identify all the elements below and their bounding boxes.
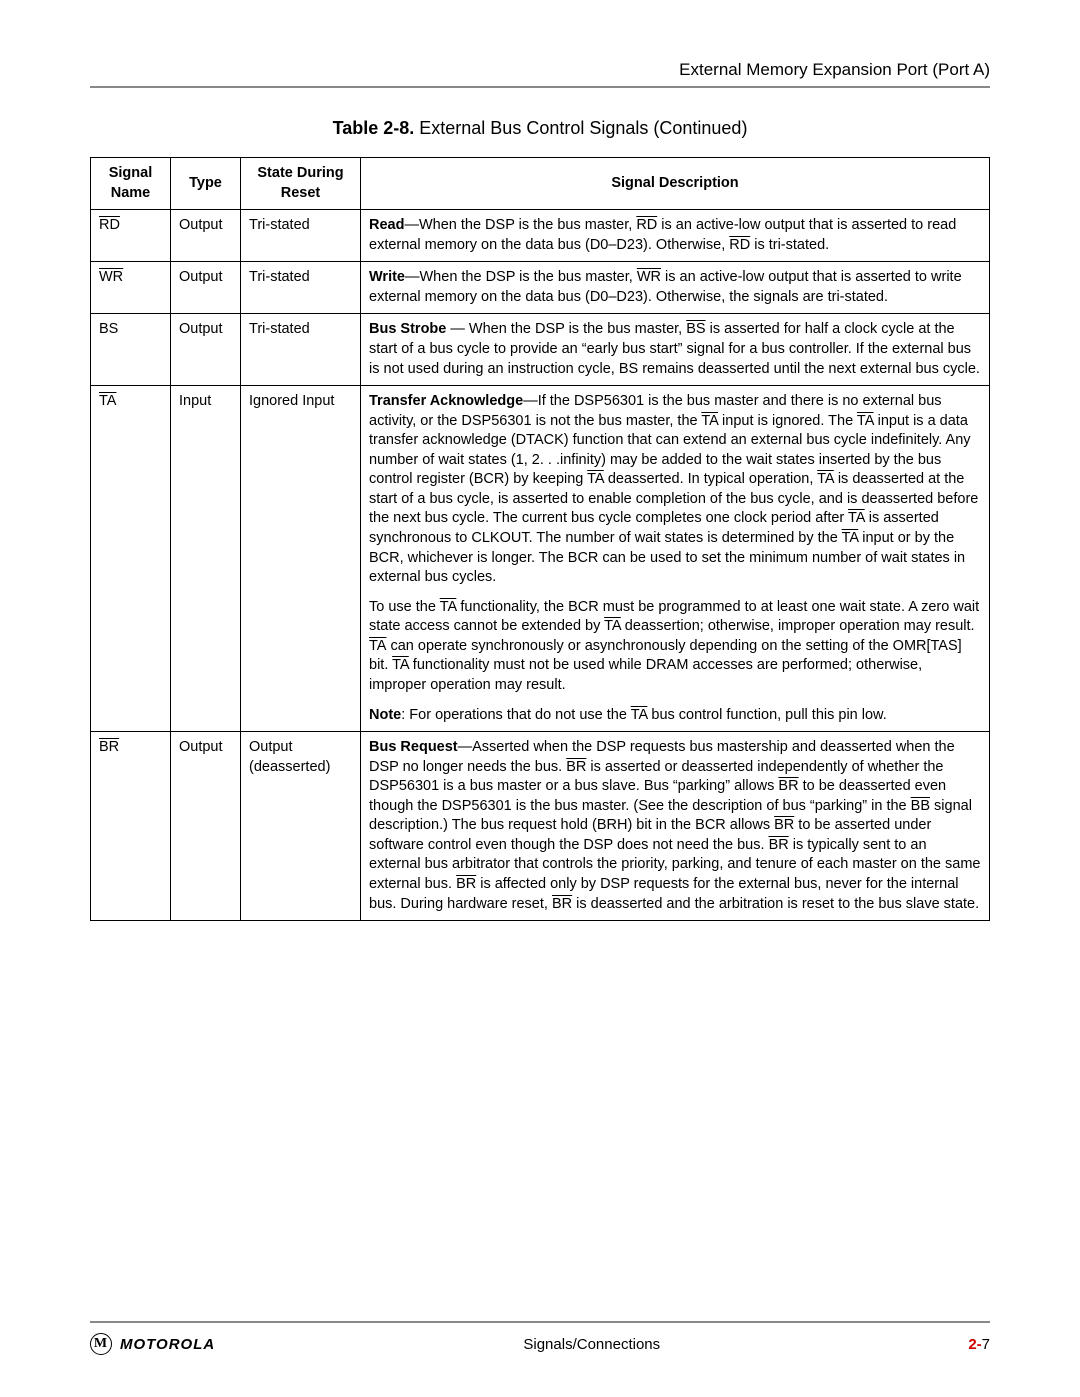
cell-type: Output: [171, 732, 241, 921]
page-footer: M MOTOROLA Signals/Connections 2-7: [90, 1321, 990, 1355]
page-num: 7: [982, 1336, 990, 1353]
cell-description: Write—When the DSP is the bus master, WR…: [361, 262, 990, 314]
cell-signal-name: WR: [91, 262, 171, 314]
cell-state: Tri-stated: [241, 314, 361, 386]
table-row: BROutputOutput (deasserted)Bus Request—A…: [91, 732, 990, 921]
caption-label-bold: Table 2-8.: [333, 118, 415, 138]
table-body: RDOutputTri-statedRead—When the DSP is t…: [91, 210, 990, 921]
cell-type: Input: [171, 386, 241, 732]
cell-description: Transfer Acknowledge—If the DSP56301 is …: [361, 386, 990, 732]
footer-brand: M MOTOROLA: [90, 1333, 215, 1355]
table-row: BSOutputTri-statedBus Strobe — When the …: [91, 314, 990, 386]
cell-signal-name: BS: [91, 314, 171, 386]
cell-type: Output: [171, 314, 241, 386]
page-header: External Memory Expansion Port (Port A): [90, 60, 990, 88]
col-header-name: Signal Name: [91, 158, 171, 210]
table-row: WROutputTri-statedWrite—When the DSP is …: [91, 262, 990, 314]
footer-center-text: Signals/Connections: [215, 1336, 968, 1353]
cell-type: Output: [171, 262, 241, 314]
cell-state: Output (deasserted): [241, 732, 361, 921]
table-row: RDOutputTri-statedRead—When the DSP is t…: [91, 210, 990, 262]
cell-signal-name: BR: [91, 732, 171, 921]
header-section-title: External Memory Expansion Port (Port A): [90, 60, 990, 80]
cell-state: Tri-stated: [241, 210, 361, 262]
cell-state: Ignored Input: [241, 386, 361, 732]
footer-brand-text: MOTOROLA: [120, 1336, 215, 1353]
cell-signal-name: TA: [91, 386, 171, 732]
footer-page-number: 2-7: [968, 1336, 990, 1353]
motorola-logo-icon: M: [90, 1333, 112, 1355]
cell-description: Bus Request—Asserted when the DSP reques…: [361, 732, 990, 921]
col-header-desc: Signal Description: [361, 158, 990, 210]
table-caption: Table 2-8. External Bus Control Signals …: [90, 118, 990, 139]
cell-description: Bus Strobe — When the DSP is the bus mas…: [361, 314, 990, 386]
col-header-state: State During Reset: [241, 158, 361, 210]
cell-state: Tri-stated: [241, 262, 361, 314]
cell-type: Output: [171, 210, 241, 262]
cell-signal-name: RD: [91, 210, 171, 262]
caption-label-rest: External Bus Control Signals (Continued): [414, 118, 747, 138]
table-row: TAInputIgnored InputTransfer Acknowledge…: [91, 386, 990, 732]
page-chapter: 2-: [968, 1336, 981, 1353]
signals-table: Signal Name Type State During Reset Sign…: [90, 157, 990, 921]
col-header-type: Type: [171, 158, 241, 210]
cell-description: Read—When the DSP is the bus master, RD …: [361, 210, 990, 262]
table-header-row: Signal Name Type State During Reset Sign…: [91, 158, 990, 210]
page: External Memory Expansion Port (Port A) …: [0, 0, 1080, 1397]
